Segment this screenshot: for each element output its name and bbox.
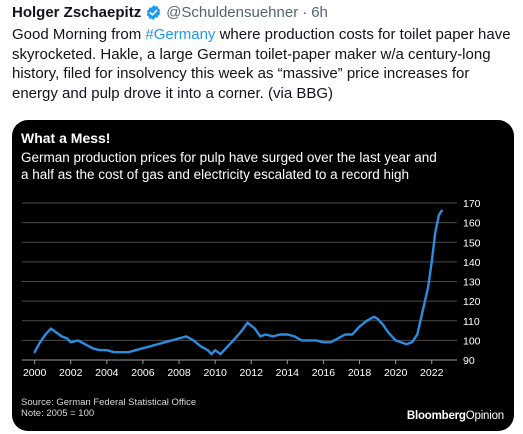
author-handle[interactable]: @Schuldensuehner — [166, 3, 299, 21]
y-tick-label: 100 — [463, 335, 481, 347]
x-tick-label: 2010 — [203, 367, 227, 379]
source-text: Source: German Federal Statistical Offic… — [21, 397, 197, 408]
author-name[interactable]: Holger Zschaepitz — [12, 3, 142, 21]
chart-subtitle: German production prices for pulp have s… — [21, 150, 437, 182]
separator-dot: · — [302, 3, 308, 21]
x-tick-label: 2014 — [276, 367, 300, 379]
x-tick-label: 2016 — [312, 367, 336, 379]
y-tick-label: 140 — [463, 257, 481, 269]
x-tick-label: 2004 — [95, 367, 119, 379]
brand-opinion: Opinion — [465, 410, 504, 422]
x-tick-label: 2008 — [167, 367, 191, 379]
x-tick-label: 2000 — [23, 367, 47, 379]
y-tick-label: 110 — [463, 316, 480, 328]
line-chart: 170 160 150 140 130 120 110 100 90 2000 2002 2004 2… — [22, 198, 481, 379]
verified-badge-icon — [147, 4, 161, 20]
brand-bloomberg: Bloomberg — [406, 410, 466, 422]
y-tick-label: 90 — [463, 355, 475, 367]
y-tick-label: 130 — [463, 277, 481, 289]
note-text: Note: 2005 = 100 — [21, 408, 95, 419]
tweet-text-part: Good Morning from — [12, 26, 146, 43]
tweet-timestamp[interactable]: 6h — [311, 3, 328, 21]
y-tick-label: 170 — [463, 198, 481, 210]
x-tick-label: 2020 — [384, 367, 408, 379]
pulp-price-series-line — [33, 209, 443, 356]
y-tick-label: 160 — [463, 218, 481, 230]
x-tick-label: 2006 — [131, 367, 155, 379]
tweet-header: Holger Zschaepitz @Schuldensuehner · 6h — [12, 3, 328, 21]
x-tick-label: 2018 — [348, 367, 372, 379]
x-tick-label: 2002 — [59, 367, 83, 379]
y-tick-label: 120 — [463, 296, 481, 308]
bloomberg-opinion-logo: BloombergOpinion — [407, 410, 504, 422]
chart-image[interactable]: What a Mess! German production prices fo… — [12, 120, 514, 431]
chart-title: What a Mess! — [21, 130, 111, 146]
tweet-text: Good Morning from #Germany where product… — [12, 25, 517, 103]
x-tick-label: 2022 — [420, 367, 444, 379]
chart-source-note: Source: German Federal Statistical Offic… — [21, 397, 196, 419]
tweet-text-part: where production costs for toilet paper … — [12, 26, 511, 102]
hashtag-link[interactable]: #Germany — [145, 26, 216, 43]
x-tick-label: 2012 — [240, 367, 264, 379]
y-tick-label: 150 — [463, 237, 481, 249]
